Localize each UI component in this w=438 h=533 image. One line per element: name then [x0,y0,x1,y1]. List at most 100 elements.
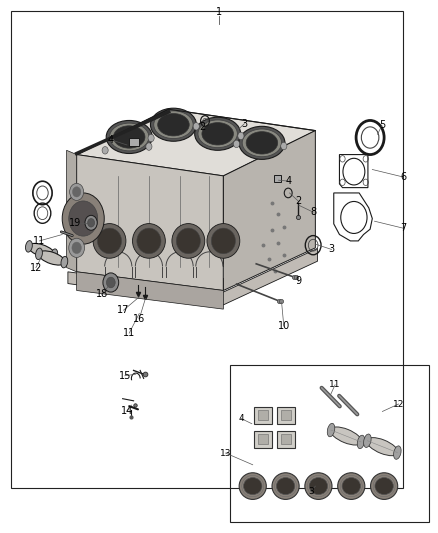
Ellipse shape [239,473,266,499]
Polygon shape [68,248,318,305]
Bar [230,365,429,522]
Text: 2: 2 [199,122,205,132]
Circle shape [62,193,104,244]
Text: 11: 11 [33,236,46,246]
Ellipse shape [93,224,126,258]
Bar [11,11,403,488]
Ellipse shape [309,478,328,495]
Circle shape [72,187,81,197]
Ellipse shape [25,240,32,252]
Circle shape [70,183,84,200]
Text: 6: 6 [400,172,406,182]
Ellipse shape [272,473,299,499]
Circle shape [69,238,85,257]
Text: 13: 13 [220,449,231,457]
Text: 11: 11 [123,328,135,338]
Text: 8: 8 [310,207,316,217]
Text: 19: 19 [69,218,81,228]
Bar [258,434,268,444]
Text: 16: 16 [133,314,145,324]
Ellipse shape [154,111,193,139]
Polygon shape [67,150,77,272]
Text: 4: 4 [286,176,292,186]
Bar [281,410,291,420]
Ellipse shape [113,126,145,148]
Ellipse shape [28,244,55,257]
Ellipse shape [364,434,371,447]
Ellipse shape [198,120,237,148]
Polygon shape [77,155,223,290]
Ellipse shape [202,123,233,145]
Circle shape [238,132,244,140]
Ellipse shape [176,228,200,254]
Text: 17: 17 [117,305,130,315]
Circle shape [102,147,108,154]
Ellipse shape [239,126,285,159]
Circle shape [193,123,199,130]
Ellipse shape [137,228,161,254]
Bar [277,407,295,424]
Ellipse shape [338,473,365,499]
Text: 9: 9 [296,277,302,286]
Circle shape [281,142,287,150]
Bar [281,434,291,444]
Circle shape [148,134,154,142]
Bar [254,431,272,448]
Circle shape [233,140,240,148]
Ellipse shape [244,478,262,495]
Circle shape [146,143,152,150]
Ellipse shape [207,224,240,258]
Text: 11: 11 [329,381,341,389]
Ellipse shape [327,423,335,437]
Ellipse shape [35,248,42,260]
Ellipse shape [357,435,365,449]
Text: 1: 1 [216,7,222,17]
Ellipse shape [211,228,236,254]
Bar [129,138,139,146]
Circle shape [85,215,97,230]
Ellipse shape [132,224,166,258]
Circle shape [103,273,119,292]
Text: 2: 2 [296,197,302,206]
Ellipse shape [330,427,362,445]
Text: 12: 12 [393,400,404,408]
Polygon shape [77,272,223,309]
Text: 5: 5 [379,120,385,130]
Circle shape [106,277,115,288]
Ellipse shape [367,438,398,456]
Ellipse shape [150,108,196,141]
Ellipse shape [276,478,295,495]
Ellipse shape [61,256,68,268]
Ellipse shape [342,478,360,495]
Text: 14: 14 [121,407,133,416]
Circle shape [88,219,95,227]
Ellipse shape [51,249,58,261]
Ellipse shape [39,251,65,265]
Circle shape [69,201,98,236]
Text: 7: 7 [400,223,406,233]
Bar [258,410,268,420]
Text: 18: 18 [95,289,108,299]
Text: 3: 3 [308,487,314,496]
Bar [277,431,295,448]
Text: 12: 12 [30,263,42,272]
Bar [254,407,272,424]
Polygon shape [77,109,315,176]
Ellipse shape [110,123,149,151]
Ellipse shape [246,132,278,154]
Text: 15: 15 [119,371,131,381]
Ellipse shape [106,120,152,154]
Ellipse shape [394,446,401,459]
Ellipse shape [305,473,332,499]
Ellipse shape [371,473,398,499]
Text: 4: 4 [107,135,113,144]
Polygon shape [223,131,315,290]
Ellipse shape [375,478,393,495]
Text: 10: 10 [278,321,290,331]
Ellipse shape [158,114,189,136]
Ellipse shape [97,228,121,254]
Circle shape [72,242,81,254]
Ellipse shape [172,224,205,258]
Bar [274,175,281,182]
Text: 3: 3 [328,245,335,254]
